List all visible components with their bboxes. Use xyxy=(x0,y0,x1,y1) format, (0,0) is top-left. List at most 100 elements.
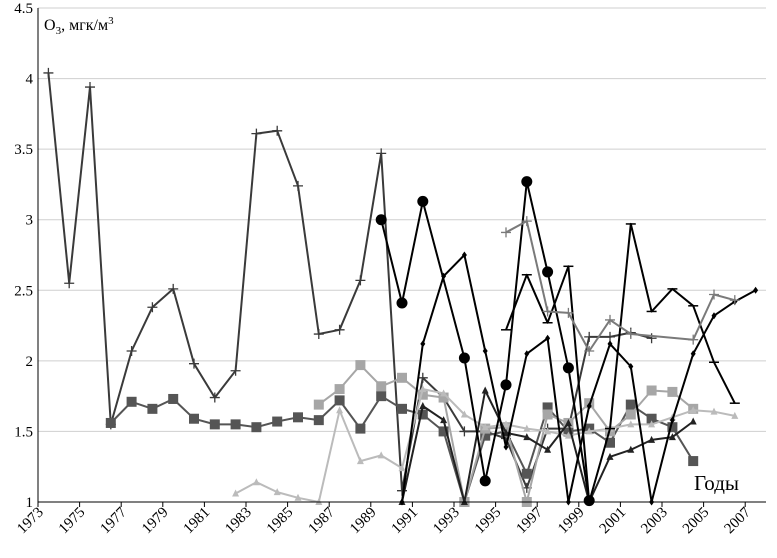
data-point xyxy=(293,412,303,423)
y-tick-label: 4.5 xyxy=(14,1,33,17)
data-point xyxy=(441,272,447,280)
data-point xyxy=(85,82,95,93)
data-point xyxy=(753,286,759,294)
data-point xyxy=(521,216,532,227)
data-point xyxy=(710,407,718,415)
data-point xyxy=(126,396,137,407)
data-point xyxy=(689,406,697,414)
data-point xyxy=(688,456,699,467)
data-point xyxy=(481,386,489,394)
x-tick-label: 1987 xyxy=(306,504,339,537)
data-point xyxy=(689,417,697,425)
x-tick-label: 2005 xyxy=(680,505,713,538)
data-point xyxy=(688,334,699,345)
data-point xyxy=(625,399,636,410)
data-point xyxy=(479,475,491,487)
x-tick-label: 1985 xyxy=(264,505,297,538)
data-point xyxy=(668,433,676,441)
data-point xyxy=(417,372,428,383)
data-point xyxy=(542,402,553,413)
data-point xyxy=(669,416,675,424)
data-point xyxy=(563,307,574,318)
data-point xyxy=(313,329,324,340)
data-point xyxy=(209,392,220,403)
data-point xyxy=(459,426,470,437)
data-point xyxy=(480,430,491,441)
data-point xyxy=(481,423,489,431)
data-point xyxy=(438,426,449,437)
data-point xyxy=(356,457,364,465)
data-point xyxy=(646,413,657,424)
data-point xyxy=(709,289,719,300)
data-point xyxy=(64,278,75,289)
data-point xyxy=(500,379,512,391)
series-9 xyxy=(501,216,740,356)
data-point xyxy=(355,423,366,434)
data-point xyxy=(334,384,345,395)
data-point xyxy=(189,413,199,424)
data-point xyxy=(355,275,366,286)
data-point xyxy=(375,214,387,226)
x-tick-label: 1979 xyxy=(139,505,172,538)
data-point xyxy=(502,428,510,436)
data-point xyxy=(729,295,740,306)
data-point xyxy=(458,352,470,364)
data-point xyxy=(377,451,385,459)
data-point xyxy=(625,329,636,340)
data-point xyxy=(585,427,593,435)
data-point xyxy=(251,128,262,139)
data-point xyxy=(667,422,678,433)
data-point xyxy=(336,406,344,414)
series-line xyxy=(401,254,757,503)
data-point xyxy=(438,392,449,403)
data-point xyxy=(605,331,615,342)
data-point xyxy=(628,363,634,371)
data-point xyxy=(417,389,428,400)
data-point xyxy=(542,266,554,278)
data-point xyxy=(417,409,428,420)
data-point xyxy=(440,416,448,424)
data-point xyxy=(273,488,281,496)
x-axis-label: Годы xyxy=(694,471,739,495)
x-tick-label: 2007 xyxy=(722,504,755,537)
data-point xyxy=(147,302,158,313)
data-point xyxy=(417,195,429,207)
data-point xyxy=(584,345,595,356)
y-tick-label: 4 xyxy=(26,72,34,88)
data-point xyxy=(313,415,324,426)
data-point xyxy=(524,350,530,358)
x-tick-label: 1989 xyxy=(347,505,380,538)
data-point xyxy=(503,443,509,451)
data-point xyxy=(397,403,407,414)
data-point xyxy=(648,435,656,443)
x-tick-label: 1991 xyxy=(389,505,422,538)
x-tick-label: 1973 xyxy=(14,505,47,538)
data-point xyxy=(440,389,448,397)
x-tick-label: 1999 xyxy=(555,505,588,538)
y-tick-label: 3 xyxy=(26,213,34,229)
data-point xyxy=(376,148,387,159)
data-point xyxy=(542,409,553,420)
data-point xyxy=(334,324,345,335)
series-line xyxy=(505,222,736,503)
data-point xyxy=(209,419,220,430)
data-point xyxy=(419,385,427,393)
data-point xyxy=(667,386,678,397)
data-point xyxy=(43,67,54,78)
x-tick-label: 2003 xyxy=(638,505,671,538)
series-line xyxy=(47,72,652,492)
data-point xyxy=(544,445,552,453)
data-point xyxy=(648,420,656,428)
y-tick-label: 1 xyxy=(26,495,34,511)
data-point xyxy=(126,345,137,356)
data-point xyxy=(545,334,551,342)
x-tick-label: 1993 xyxy=(430,505,463,538)
data-point xyxy=(376,391,387,402)
data-point xyxy=(731,411,739,419)
data-point xyxy=(251,422,262,433)
data-point xyxy=(313,399,324,410)
x-tick-label: 2001 xyxy=(597,505,630,538)
y-tick-label: 1.5 xyxy=(14,424,33,440)
data-point xyxy=(544,427,552,435)
